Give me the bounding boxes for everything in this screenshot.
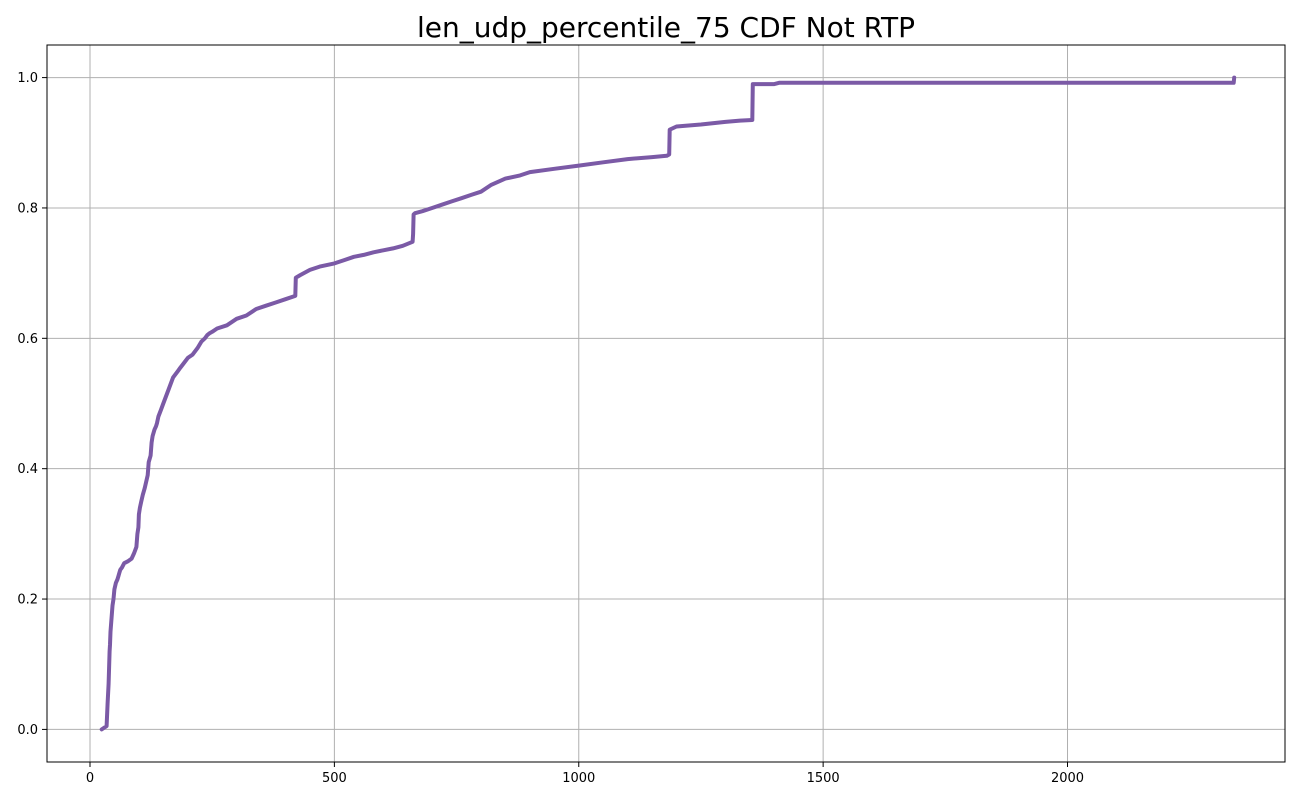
- axes-frame: [46, 44, 1286, 763]
- y-tick-label: 0.8: [17, 201, 38, 216]
- plot-area: [99, 75, 1237, 732]
- x-tick-label: 0: [86, 771, 94, 786]
- x-tick-label: 2000: [1051, 771, 1084, 786]
- y-tick-label: 0.6: [17, 332, 38, 347]
- y-tick-label: 0.2: [17, 593, 38, 608]
- y-tick-label: 0.0: [17, 723, 38, 738]
- y-tick-label: 0.4: [17, 462, 38, 477]
- chart-title: len_udp_percentile_75 CDF Not RTP: [417, 11, 915, 44]
- x-tick-label: 1500: [807, 771, 840, 786]
- x-tick-label: 500: [322, 771, 347, 786]
- cdf-series-line: [99, 75, 1237, 732]
- y-tick-label: 1.0: [17, 71, 38, 86]
- x-tick-label: 1000: [562, 771, 595, 786]
- axis-ticks: 0 500 1000 1500 2000 0.0 0.2 0.4 0.6 0.8 1.0: [17, 71, 1084, 786]
